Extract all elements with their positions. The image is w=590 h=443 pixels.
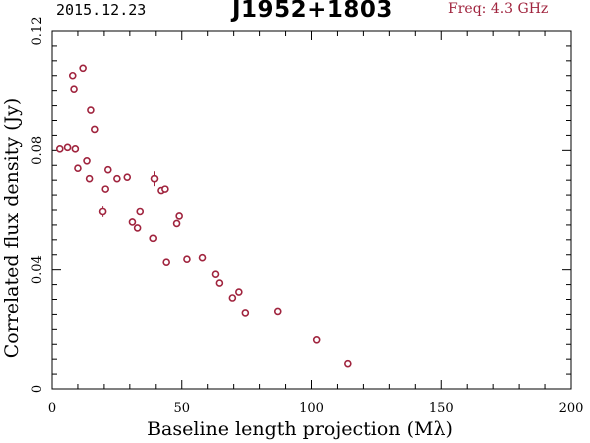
data-point	[161, 185, 169, 193]
y-tick-label: 0	[30, 385, 45, 393]
data-point	[133, 224, 142, 232]
point-marker	[74, 164, 82, 173]
frequency-label: Freq: 4.3 GHz	[448, 1, 549, 17]
point-marker	[68, 71, 77, 80]
point-marker	[175, 212, 183, 220]
data-point	[136, 207, 145, 216]
plot-frame	[51, 30, 572, 390]
data-point	[215, 279, 224, 287]
point-marker	[103, 165, 112, 174]
source-name: J1952+1803	[232, 0, 393, 23]
data-point	[55, 145, 64, 153]
data-point	[87, 106, 95, 114]
x-tick-label: 100	[299, 401, 324, 416]
data-point	[344, 359, 352, 368]
point-marker	[63, 143, 72, 152]
observation-date: 2015.12.23	[56, 1, 147, 19]
point-marker	[83, 156, 91, 165]
y-tick-labels: 0 0.04 0.08 0.12	[30, 17, 45, 394]
data-point	[241, 309, 250, 317]
data-point	[79, 64, 87, 73]
data-point	[70, 85, 78, 93]
x-tick-labels: 0 50 100 150 200	[48, 401, 584, 416]
data-point	[228, 294, 237, 302]
data-point	[162, 258, 170, 267]
data-point	[183, 255, 191, 264]
point-marker	[55, 145, 64, 153]
point-marker	[198, 253, 207, 262]
x-axis-label: Baseline length projection (Mλ)	[147, 418, 453, 440]
x-tick-label: 50	[173, 401, 190, 416]
point-marker	[241, 309, 250, 317]
minor-ticks	[52, 31, 571, 389]
data-point	[211, 270, 220, 278]
point-marker	[85, 174, 94, 183]
data-point	[68, 71, 77, 80]
data-point	[98, 206, 107, 217]
point-marker	[228, 294, 237, 302]
point-marker	[113, 174, 121, 183]
point-marker	[172, 219, 181, 228]
data-point	[74, 164, 82, 173]
data-point	[149, 234, 158, 243]
y-tick-label: 0.12	[30, 17, 45, 46]
data-point	[198, 253, 207, 262]
data-point	[113, 174, 121, 183]
data-point	[172, 219, 181, 228]
point-marker	[71, 145, 80, 153]
point-marker	[215, 279, 224, 287]
point-marker	[91, 125, 99, 134]
point-marker	[312, 335, 321, 344]
data-point	[103, 165, 112, 174]
data-point	[123, 173, 132, 181]
data-point	[128, 218, 137, 226]
y-tick-label: 0.08	[30, 136, 45, 165]
x-tick-label: 0	[48, 401, 56, 416]
point-marker	[133, 224, 142, 232]
data-point	[235, 288, 243, 296]
point-marker	[87, 106, 95, 114]
data-point	[150, 171, 159, 187]
data-point	[312, 335, 321, 344]
point-marker	[149, 234, 158, 243]
point-marker	[183, 255, 191, 264]
data-point	[71, 145, 80, 153]
point-marker	[344, 359, 352, 368]
y-axis-label: Correlated flux density (Jy)	[1, 98, 23, 359]
point-marker	[98, 207, 107, 216]
major-ticks	[51, 30, 572, 390]
point-marker	[79, 64, 87, 73]
point-marker	[123, 173, 132, 181]
x-tick-label: 200	[559, 401, 584, 416]
data-points	[55, 64, 352, 368]
point-marker	[70, 85, 78, 93]
point-marker	[161, 185, 169, 193]
point-marker	[128, 218, 137, 226]
data-point	[101, 185, 109, 193]
data-point	[85, 174, 94, 183]
point-marker	[150, 174, 159, 183]
data-point	[63, 143, 72, 152]
data-point	[83, 156, 91, 165]
data-point	[273, 307, 282, 316]
point-marker	[136, 207, 145, 216]
point-marker	[101, 185, 109, 193]
point-marker	[235, 288, 243, 296]
data-point	[175, 212, 183, 220]
x-tick-label: 150	[429, 401, 454, 416]
point-marker	[211, 270, 220, 278]
data-point	[91, 125, 99, 134]
point-marker	[273, 307, 282, 316]
point-marker	[162, 258, 170, 267]
y-tick-label: 0.04	[30, 255, 45, 284]
